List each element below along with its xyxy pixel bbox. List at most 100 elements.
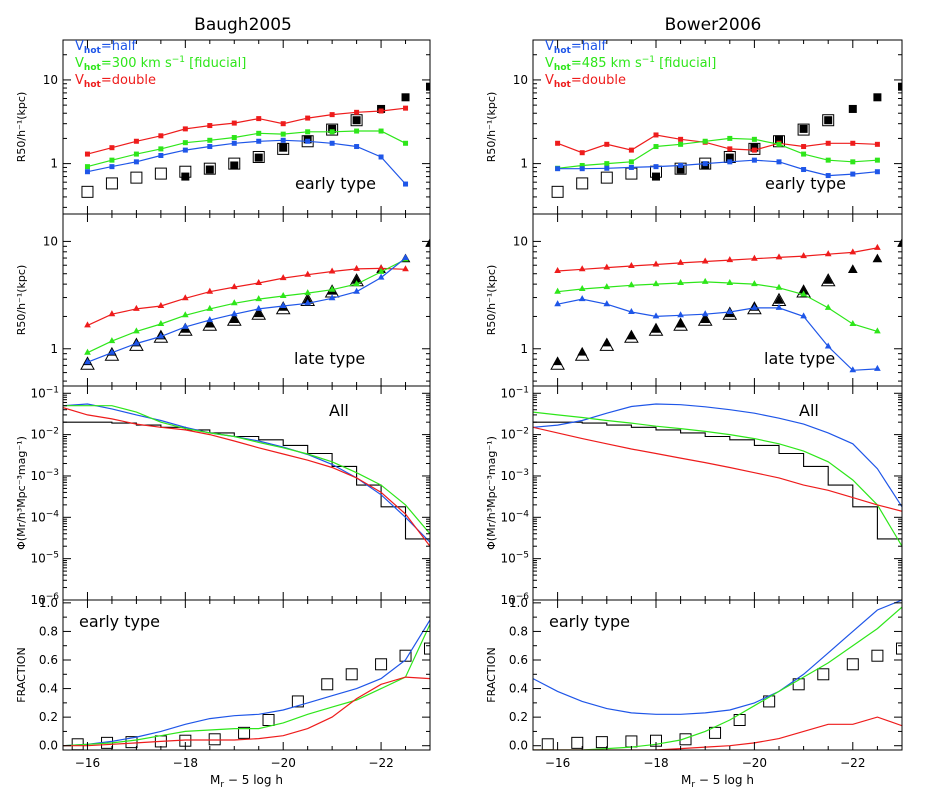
legend-v: V <box>545 56 554 71</box>
panel-size: 1 10 R50/h⁻¹(kpc) late type <box>485 213 903 387</box>
obs-open-square <box>203 162 216 175</box>
series-point-double <box>354 109 360 115</box>
series-point-double <box>108 310 116 317</box>
y-tick-label: 0.4 <box>509 682 528 696</box>
series-point-fiducial <box>726 278 734 285</box>
series-point-double <box>727 146 733 152</box>
series-point-fiducial <box>603 283 611 290</box>
series-point-half <box>751 157 757 163</box>
obs-filled-triangle <box>552 356 563 366</box>
tick-base: 10 <box>500 552 515 566</box>
series-point-fiducial <box>256 130 262 136</box>
x-label-sub: r <box>220 780 224 790</box>
series-point-double <box>751 147 757 153</box>
y-tick-label: 10−2 <box>30 427 59 442</box>
series-line-half <box>557 159 878 177</box>
fraction-curve-double <box>63 676 430 747</box>
tick-base: 10 <box>30 469 45 483</box>
series-point-half <box>849 366 857 373</box>
x-label-m: M <box>210 773 220 787</box>
y-tick-label: 0.8 <box>39 624 58 638</box>
series-line-double <box>557 134 878 154</box>
series-point-half <box>158 153 164 159</box>
series-point-fiducial <box>354 128 360 134</box>
obs-filled-triangle <box>847 264 858 273</box>
obs-fraction-square <box>871 649 884 662</box>
series-point-double <box>353 264 360 271</box>
series-point-double <box>133 138 139 144</box>
obs-open-triangle <box>202 317 218 331</box>
fraction-curve-half <box>533 600 902 715</box>
tick-base: 10 <box>500 469 515 483</box>
series-line-double <box>87 267 406 326</box>
series-point-fiducial <box>403 140 409 146</box>
lf-curve-double <box>533 426 902 512</box>
series-point-double <box>403 105 409 111</box>
series-point-half <box>157 332 165 339</box>
obs-filled-square <box>352 116 361 125</box>
obs-fraction-square <box>424 642 430 655</box>
y-tick-label: 0.2 <box>39 710 58 724</box>
series-point-double <box>579 150 585 156</box>
obs-filled-triangle <box>651 324 661 333</box>
series-point-half <box>255 304 263 311</box>
tick-base: 10 <box>500 428 515 442</box>
tick-base: 10 <box>30 552 45 566</box>
observed-lf-histogram <box>533 421 902 600</box>
series-point-double <box>182 126 188 132</box>
y-tick-label: 0.4 <box>39 682 58 696</box>
y-tick-label: 1.0 <box>39 596 58 610</box>
panel-frame <box>532 599 903 751</box>
obs-fraction-square <box>125 736 138 749</box>
y-tick-label: 10−3 <box>30 468 59 483</box>
tick-exp: −2 <box>516 427 529 437</box>
series-point-fiducial <box>578 284 586 291</box>
legend-entry-half: Vhot=half <box>75 39 137 56</box>
series-point-half <box>84 358 91 365</box>
series-point-half <box>354 144 360 150</box>
series-point-double <box>824 250 832 257</box>
y-tick-label: 10−4 <box>30 509 59 524</box>
obs-filled-triangle <box>253 308 264 318</box>
panel-frac: −16 −18 −20 −22 Mr − 5 log h 0.0 0.2 0.4 0.6 0.8 1… <box>15 596 431 790</box>
tick-exp: −1 <box>516 385 529 395</box>
series-point-fiducial <box>84 164 90 170</box>
series-point-double <box>231 120 237 126</box>
series-point-fiducial <box>751 136 757 142</box>
panel-label: late type <box>764 349 835 368</box>
y-tick-label: 1 <box>520 157 528 171</box>
fraction-curve-half <box>63 619 430 747</box>
series-point-double <box>775 253 783 260</box>
series-point-fiducial <box>109 157 115 163</box>
series-point-half <box>378 154 384 160</box>
series-point-half <box>133 159 139 165</box>
series-point-fiducial <box>701 277 709 284</box>
x-tick-label: −20 <box>271 756 296 770</box>
panel-data <box>533 600 902 750</box>
series-point-fiducial <box>133 151 139 157</box>
y-axis-label: FRACTION <box>485 647 498 702</box>
series-point-fiducial <box>329 129 335 135</box>
series-line-fiducial <box>87 130 406 168</box>
obs-fraction-square <box>375 658 388 671</box>
legend-v: V <box>75 56 84 71</box>
y-axis-label: R50/h⁻¹(kpc) <box>15 265 28 336</box>
obs-open-square <box>551 185 564 198</box>
tick-exp: −3 <box>516 468 529 478</box>
obs-filled-triangle <box>897 237 902 247</box>
y-tick-label: 10−6 <box>500 592 529 607</box>
series-point-double <box>133 304 140 311</box>
obs-open-triangle <box>820 273 836 287</box>
series-point-half <box>726 307 734 314</box>
series-point-double <box>603 263 611 270</box>
legend-entry-fiducial: Vhot=300 km s−1 [fiducial] <box>75 55 246 73</box>
obs-fraction-square <box>399 649 412 662</box>
series-point-half <box>701 310 709 317</box>
fraction-curve-fiducial <box>63 624 430 747</box>
y-axis-label: R50/h⁻¹(kpc) <box>15 92 28 163</box>
series-point-half <box>403 181 409 187</box>
lf-curve-fiducial <box>63 405 430 535</box>
series-point-double <box>801 144 807 150</box>
y-tick-label: 10−5 <box>30 551 59 566</box>
